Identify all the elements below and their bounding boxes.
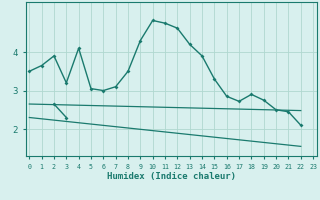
X-axis label: Humidex (Indice chaleur): Humidex (Indice chaleur) [107,172,236,181]
